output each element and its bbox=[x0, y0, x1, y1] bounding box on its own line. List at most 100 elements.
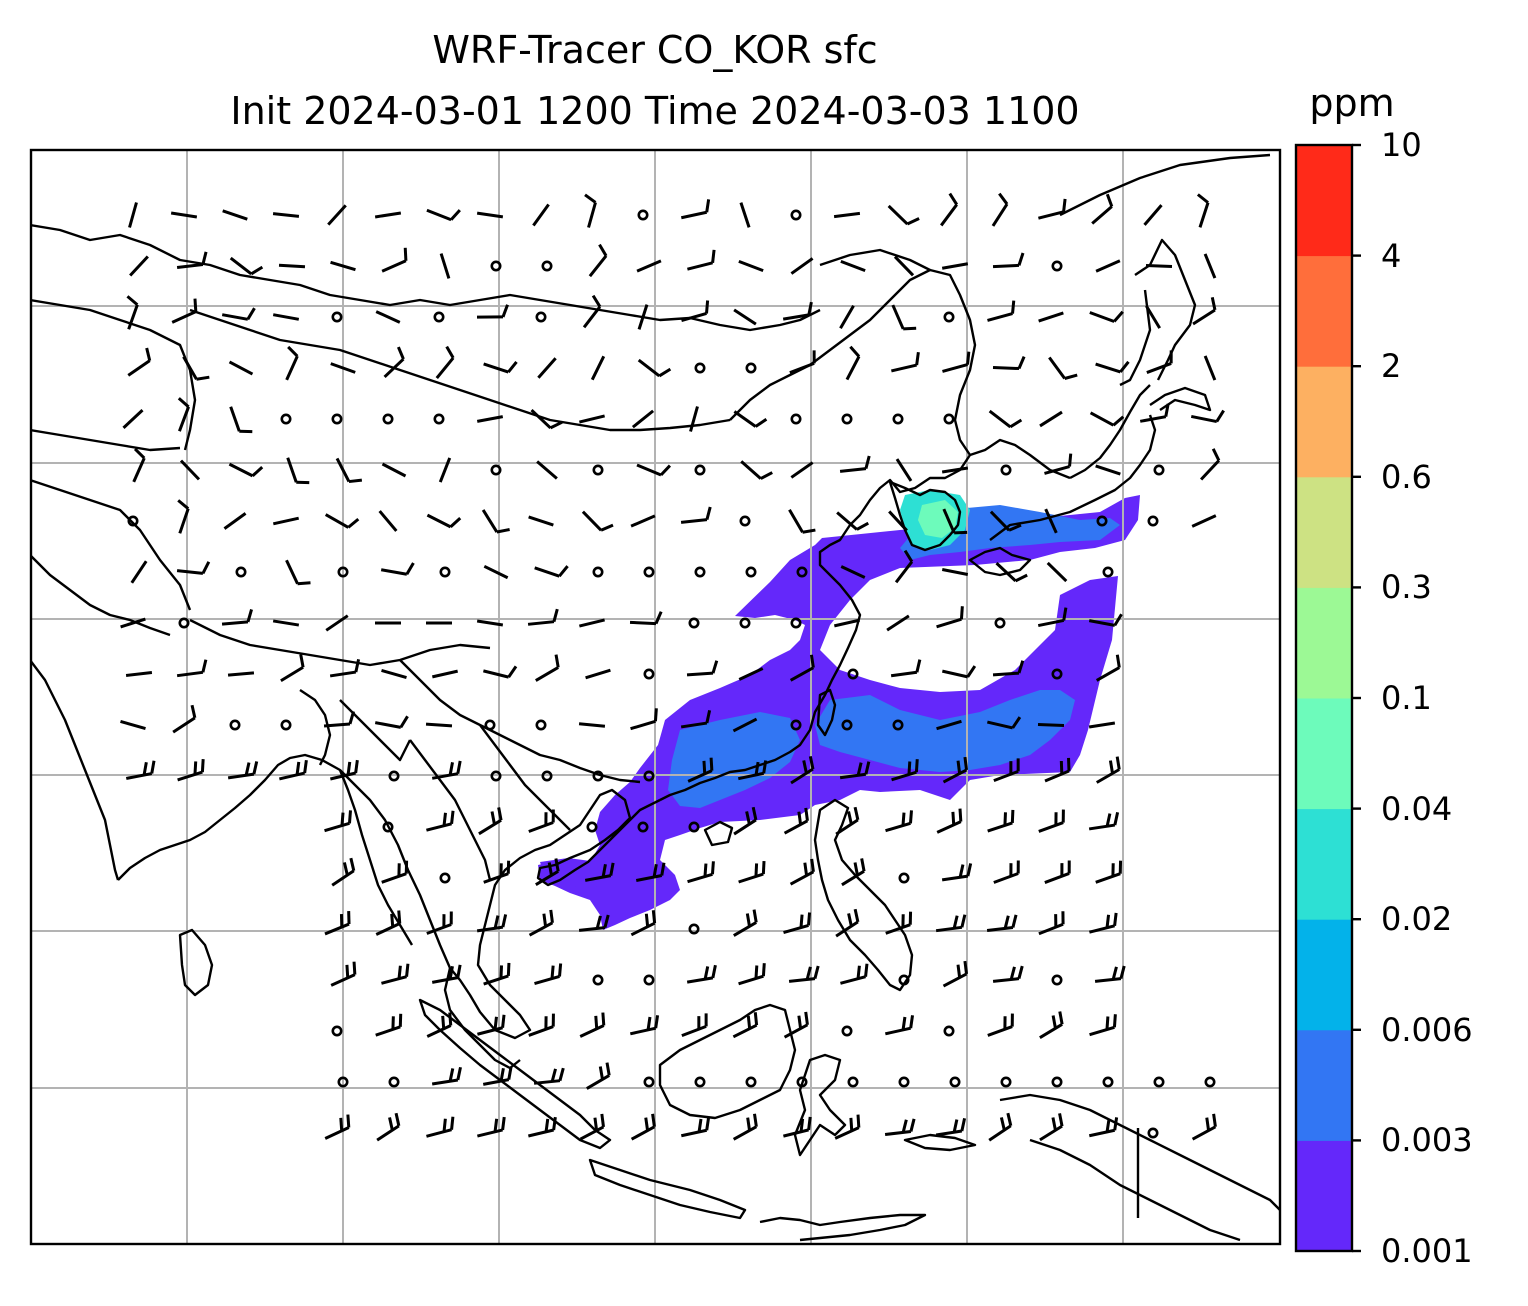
wind-barb bbox=[172, 704, 197, 734]
coast-bay-of-bengal bbox=[117, 753, 452, 969]
border-china-kazakh bbox=[31, 298, 197, 451]
wind-barb bbox=[582, 294, 602, 329]
coast-japan-hokkaido bbox=[1149, 386, 1212, 412]
calm-wind-circle bbox=[847, 1076, 859, 1088]
wind-barb bbox=[170, 211, 198, 219]
wind-barb bbox=[431, 669, 459, 679]
map-title-line-1: WRF-Tracer CO_KOR sfc bbox=[432, 28, 878, 72]
wind-barb bbox=[629, 611, 663, 626]
wind-barb bbox=[890, 351, 920, 373]
wind-barb bbox=[942, 960, 968, 988]
calm-wind-circle bbox=[790, 617, 802, 629]
wind-barb bbox=[987, 300, 1016, 322]
wind-barb bbox=[383, 346, 405, 379]
calm-wind-circle bbox=[382, 821, 394, 833]
wind-barb bbox=[1039, 1113, 1064, 1142]
wind-barb bbox=[1196, 193, 1210, 228]
calm-wind-circle bbox=[331, 413, 343, 425]
wind-barb bbox=[579, 618, 605, 628]
wind-barb bbox=[1044, 508, 1058, 534]
calm-wind-circle bbox=[949, 1076, 961, 1088]
wind-barb bbox=[940, 192, 959, 227]
wind-barb bbox=[789, 350, 816, 375]
wind-barb bbox=[1139, 403, 1170, 423]
wind-barb bbox=[426, 810, 455, 832]
wind-barb bbox=[993, 860, 1020, 884]
wind-barb bbox=[987, 1013, 1014, 1037]
wind-barb bbox=[840, 963, 869, 985]
calm-wind-circle bbox=[841, 1025, 853, 1037]
wind-barb bbox=[833, 618, 861, 628]
border-amur bbox=[819, 248, 931, 272]
wind-barb bbox=[942, 756, 969, 784]
wind-barb bbox=[534, 963, 563, 985]
calm-wind-circle bbox=[688, 617, 700, 629]
wind-barb bbox=[327, 204, 347, 226]
coast-timor bbox=[903, 1133, 977, 1152]
wind-barb bbox=[738, 667, 764, 681]
calm-wind-circle bbox=[592, 566, 604, 578]
wind-barb bbox=[130, 560, 148, 584]
wind-barb bbox=[1048, 356, 1078, 380]
calm-wind-circle bbox=[229, 719, 241, 731]
plume-korea-peak bbox=[918, 500, 958, 538]
wind-barb bbox=[1095, 360, 1130, 374]
wind-barb bbox=[579, 414, 605, 424]
wind-barb bbox=[1191, 1113, 1217, 1141]
wind-barb bbox=[585, 668, 611, 680]
wind-barb bbox=[1038, 198, 1067, 220]
wind-barb bbox=[936, 808, 963, 834]
coast-russia-east bbox=[1059, 153, 1271, 217]
wind-barb bbox=[330, 362, 356, 374]
colorbar-segment bbox=[1296, 587, 1352, 699]
calm-wind-circle bbox=[592, 770, 604, 782]
wind-barb bbox=[887, 204, 920, 226]
wind-barb bbox=[840, 259, 866, 273]
wind-barb bbox=[935, 914, 967, 933]
wind-barb bbox=[1095, 464, 1121, 476]
calm-wind-circle bbox=[1153, 464, 1165, 476]
wind-barb bbox=[578, 914, 610, 932]
wind-barb bbox=[228, 462, 264, 478]
wind-barb bbox=[375, 1013, 403, 1037]
wind-barb bbox=[426, 1116, 455, 1138]
wind-barb bbox=[942, 351, 971, 373]
calm-wind-circle bbox=[892, 413, 904, 425]
wind-barb bbox=[991, 192, 1009, 227]
calm-wind-circle bbox=[694, 464, 706, 476]
wind-barb bbox=[986, 914, 1018, 933]
wind-barb bbox=[324, 1114, 351, 1140]
wind-barb bbox=[426, 208, 461, 222]
calm-wind-circle bbox=[796, 1076, 808, 1088]
wind-barb bbox=[1039, 410, 1063, 428]
coast-indochina bbox=[449, 788, 661, 1040]
wind-barb bbox=[483, 962, 511, 986]
wind-barb bbox=[1089, 1014, 1117, 1037]
wind-barb bbox=[936, 719, 962, 731]
coastlines bbox=[31, 153, 1280, 1242]
coast-malay bbox=[443, 967, 521, 1070]
wind-barb bbox=[325, 614, 349, 632]
wind-barb bbox=[733, 308, 757, 326]
wind-barb bbox=[686, 660, 719, 677]
wind-barb bbox=[128, 202, 138, 228]
wind-barb bbox=[426, 911, 453, 935]
wind-barb bbox=[636, 259, 662, 273]
calm-wind-circle bbox=[331, 1025, 343, 1037]
calm-wind-circle bbox=[337, 1076, 349, 1088]
calm-wind-circle bbox=[331, 311, 343, 323]
coast-sumatra bbox=[418, 998, 612, 1150]
wind-barb bbox=[171, 298, 198, 324]
wind-barb bbox=[1143, 204, 1163, 226]
border-afghan bbox=[31, 428, 181, 452]
colorbar-segment bbox=[1296, 476, 1352, 588]
wind-barb bbox=[782, 301, 813, 321]
wind-barb bbox=[891, 759, 919, 782]
calm-wind-circle bbox=[994, 617, 1006, 629]
wind-barb bbox=[431, 760, 462, 780]
wind-barb bbox=[936, 606, 964, 629]
wind-barb bbox=[221, 609, 253, 626]
border-himalaya bbox=[189, 618, 491, 667]
wind-barb bbox=[836, 511, 870, 531]
wind-barb bbox=[579, 1012, 606, 1038]
